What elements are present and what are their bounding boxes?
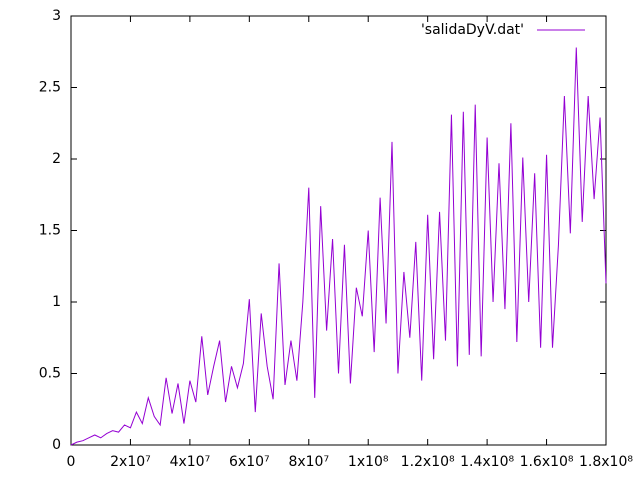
y-tick-label: 3	[52, 8, 61, 24]
y-tick-label: 1.5	[39, 223, 61, 239]
y-tick-label: 2.5	[39, 80, 61, 96]
y-tick-label: 1	[52, 294, 61, 310]
y-tick-label: 2	[52, 151, 61, 167]
x-tick-label: 1.8x10⁸	[579, 454, 633, 470]
x-tick-label: 0	[67, 454, 76, 470]
x-tick-label: 8x10⁷	[288, 454, 329, 470]
x-tick-label: 1.6x10⁸	[520, 454, 574, 470]
y-tick-label: 0	[52, 437, 61, 453]
legend-label: 'salidaDyV.dat'	[421, 22, 524, 38]
data-line	[70, 47, 607, 446]
x-tick-label: 1.2x10⁸	[401, 454, 455, 470]
x-tick-label: 4x10⁷	[170, 454, 211, 470]
x-tick-label: 6x10⁷	[229, 454, 270, 470]
y-tick-label: 0.5	[39, 366, 61, 382]
x-tick-label: 1.4x10⁸	[460, 454, 514, 470]
x-tick-label: 2x10⁷	[110, 454, 151, 470]
x-tick-label: 1x10⁸	[348, 454, 389, 470]
